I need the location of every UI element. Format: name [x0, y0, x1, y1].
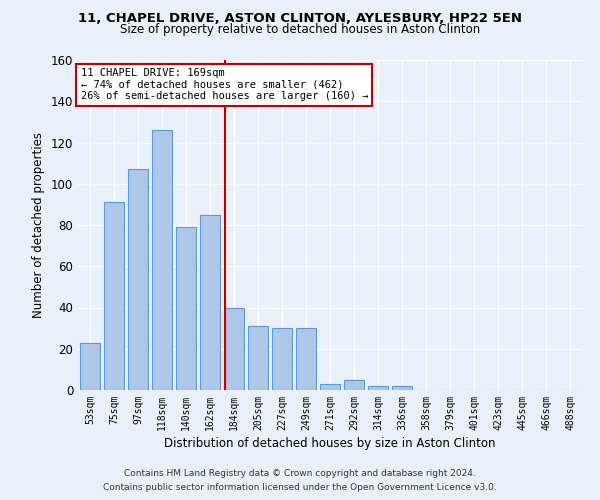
Bar [80, 342, 100, 390]
Bar [320, 384, 340, 390]
Bar [152, 130, 172, 390]
Bar [128, 170, 148, 390]
Text: 11, CHAPEL DRIVE, ASTON CLINTON, AYLESBURY, HP22 5EN: 11, CHAPEL DRIVE, ASTON CLINTON, AYLESBU… [78, 12, 522, 26]
X-axis label: Distribution of detached houses by size in Aston Clinton: Distribution of detached houses by size … [164, 437, 496, 450]
Text: Size of property relative to detached houses in Aston Clinton: Size of property relative to detached ho… [120, 22, 480, 36]
Bar [368, 386, 388, 390]
Text: Contains public sector information licensed under the Open Government Licence v3: Contains public sector information licen… [103, 484, 497, 492]
Bar [200, 214, 220, 390]
Bar [392, 386, 412, 390]
Text: 11 CHAPEL DRIVE: 169sqm
← 74% of detached houses are smaller (462)
26% of semi-d: 11 CHAPEL DRIVE: 169sqm ← 74% of detache… [80, 68, 368, 102]
Text: Contains HM Land Registry data © Crown copyright and database right 2024.: Contains HM Land Registry data © Crown c… [124, 468, 476, 477]
Bar [224, 308, 244, 390]
Bar [176, 227, 196, 390]
Bar [248, 326, 268, 390]
Bar [296, 328, 316, 390]
Bar [272, 328, 292, 390]
Bar [104, 202, 124, 390]
Bar [344, 380, 364, 390]
Y-axis label: Number of detached properties: Number of detached properties [32, 132, 45, 318]
